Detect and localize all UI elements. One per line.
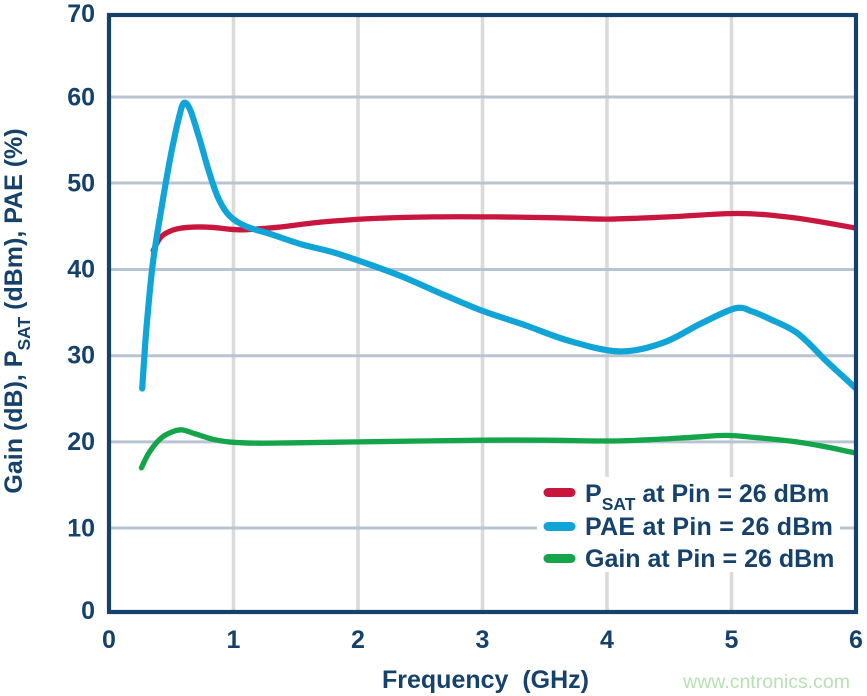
svg-text:Frequency (GHz): Frequency (GHz) xyxy=(382,666,589,694)
svg-text:3: 3 xyxy=(476,626,490,654)
svg-text:4: 4 xyxy=(600,626,614,654)
svg-text:50: 50 xyxy=(67,170,95,198)
svg-text:70: 70 xyxy=(67,0,95,28)
svg-text:6: 6 xyxy=(849,626,863,654)
svg-text:10: 10 xyxy=(67,515,95,543)
svg-text:0: 0 xyxy=(102,626,116,654)
svg-text:2: 2 xyxy=(351,626,365,654)
svg-text:Gain at Pin = 26 dBm: Gain at Pin = 26 dBm xyxy=(585,545,834,573)
svg-text:30: 30 xyxy=(67,342,95,370)
svg-text:PAE at Pin = 26 dBm: PAE at Pin = 26 dBm xyxy=(585,513,833,541)
svg-text:www.cntronics.com: www.cntronics.com xyxy=(682,671,850,693)
svg-text:20: 20 xyxy=(67,428,95,456)
svg-text:0: 0 xyxy=(81,597,95,625)
svg-text:60: 60 xyxy=(67,84,95,112)
svg-text:5: 5 xyxy=(725,626,739,654)
svg-text:40: 40 xyxy=(67,256,95,284)
svg-text:1: 1 xyxy=(227,626,241,654)
